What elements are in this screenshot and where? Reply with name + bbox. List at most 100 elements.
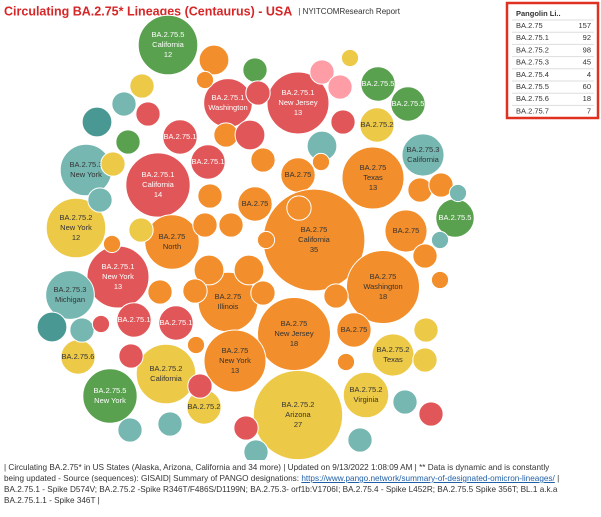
bubble xyxy=(195,70,215,90)
bubble xyxy=(250,280,276,306)
bubble xyxy=(198,44,230,76)
bubble xyxy=(347,427,373,453)
bubble xyxy=(186,335,206,355)
bubble-label: New Jersey xyxy=(278,98,317,107)
bubble xyxy=(346,250,420,324)
footer-text: | Circulating BA.2.75* in US States (Ala… xyxy=(4,463,550,483)
legend-count: 92 xyxy=(583,33,591,42)
bubble xyxy=(218,212,244,238)
bubble-label: Washington xyxy=(208,103,247,112)
bubble xyxy=(197,183,223,209)
bubble-label: Illinois xyxy=(218,302,239,311)
bubble-label: Texas xyxy=(363,173,383,182)
legend-lineage: BA.2.75.7 xyxy=(516,106,549,115)
bubble-label: North xyxy=(163,242,181,251)
chart-title: Circulating BA.2.75* Lineages (Centaurus… xyxy=(4,4,292,18)
bubble-label: BA.2.75.1 xyxy=(212,93,245,102)
bubble xyxy=(190,144,226,180)
bubble-label: BA.2.75 xyxy=(215,292,242,301)
footer-text: | BA.2.75.1 - Spike D574V; BA.2.75.2 -Sp… xyxy=(4,474,560,505)
legend-count: 45 xyxy=(583,58,591,67)
bubble-label: BA.2.75.2 xyxy=(150,364,183,373)
bubble-label: BA.2.75.2 xyxy=(282,400,315,409)
bubble xyxy=(243,439,269,460)
bubble xyxy=(87,187,113,213)
bubble-label: BA.2.75.1 xyxy=(192,157,225,166)
bubble-label: BA.2.75 xyxy=(159,232,186,241)
legend-lineage: BA.2.75.3 xyxy=(516,58,549,67)
bubble xyxy=(135,343,197,405)
bubble-label: New York xyxy=(94,396,126,405)
bubble-label: BA.2.75 xyxy=(301,225,328,234)
bubble-label: Texas xyxy=(383,355,403,364)
bubble-label: California xyxy=(298,235,331,244)
bubble xyxy=(45,270,95,320)
bubble-label: 35 xyxy=(310,245,318,254)
legend-lineage: BA.2.75.4 xyxy=(516,70,549,79)
bubble xyxy=(340,48,360,68)
bubble-label: 27 xyxy=(294,420,302,429)
bubble-label: BA.2.75.2 xyxy=(361,120,394,129)
bubble xyxy=(330,109,356,135)
bubble xyxy=(266,71,330,135)
bubble xyxy=(111,91,137,117)
bubble-label: BA.2.75.5 xyxy=(152,30,185,39)
bubble xyxy=(137,14,199,76)
bubble xyxy=(256,230,276,250)
bubble-label: BA.2.75.1 xyxy=(160,318,193,327)
bubble xyxy=(341,146,405,210)
bubble-label: 12 xyxy=(72,233,80,242)
bubble xyxy=(336,352,356,372)
bubble xyxy=(407,177,433,203)
bubble-label: New Jersey xyxy=(274,329,313,338)
bubble xyxy=(203,329,267,393)
bubble-label: BA.2.75 xyxy=(360,163,387,172)
bubble xyxy=(252,369,344,460)
bubble-label: BA.2.75.1 xyxy=(102,262,135,271)
bubble-label: BA.2.75.5 xyxy=(362,79,395,88)
bubble xyxy=(309,59,335,85)
bubble xyxy=(233,415,259,441)
bubble-label: California xyxy=(407,155,440,164)
legend-lineage: BA.2.75.5 xyxy=(516,82,549,91)
bubble xyxy=(193,254,225,286)
legend-header: Pangolin Li.. xyxy=(516,9,561,18)
bubble-label: 13 xyxy=(294,108,302,117)
bubble-label: BA.2.75 xyxy=(393,226,420,235)
bubble xyxy=(359,107,395,143)
bubble-label: BA.2.75.1 xyxy=(282,88,315,97)
bubble-label: BA.2.75.5 xyxy=(392,99,425,108)
bubble-label: New York xyxy=(70,170,102,179)
bubble-label: BA.2.75.3 xyxy=(70,160,103,169)
bubble xyxy=(100,151,126,177)
bubble-label: BA.2.75.1 xyxy=(142,170,175,179)
bubble xyxy=(135,101,161,127)
footer-link[interactable]: https://www.pango.network/summary-of-des… xyxy=(301,474,555,483)
bubble xyxy=(233,254,265,286)
bubble-label: 13 xyxy=(114,282,122,291)
bubbles: BA.2.75.5California12BA.2.75.1Washington… xyxy=(36,14,475,460)
bubble-label: California xyxy=(142,180,175,189)
bubble xyxy=(45,197,107,259)
bubble-label: BA.2.75.3 xyxy=(54,285,87,294)
bubble xyxy=(311,152,331,172)
bubble-label: BA.2.75.5 xyxy=(94,386,127,395)
bubble xyxy=(118,343,144,369)
legend-count: 60 xyxy=(583,82,591,91)
bubble xyxy=(323,283,349,309)
bubble xyxy=(392,389,418,415)
bubble-label: BA.2.75 xyxy=(341,325,368,334)
bubble xyxy=(162,119,198,155)
legend-lineage: BA.2.75 xyxy=(516,21,543,30)
legend-count: 18 xyxy=(583,94,591,103)
bubble-label: California xyxy=(150,374,183,383)
legend-lineage: BA.2.75.1 xyxy=(516,33,549,42)
bubble xyxy=(102,234,122,254)
bubble xyxy=(36,311,68,343)
legend: Pangolin Li.. BA.2.75 157 BA.2.75.1 92 BA.2.7… xyxy=(512,9,594,115)
bubble xyxy=(147,279,173,305)
bubble-label: 18 xyxy=(379,292,387,301)
bubble-label: BA.2.75.2 xyxy=(377,345,410,354)
bubble-label: Washington xyxy=(363,282,402,291)
